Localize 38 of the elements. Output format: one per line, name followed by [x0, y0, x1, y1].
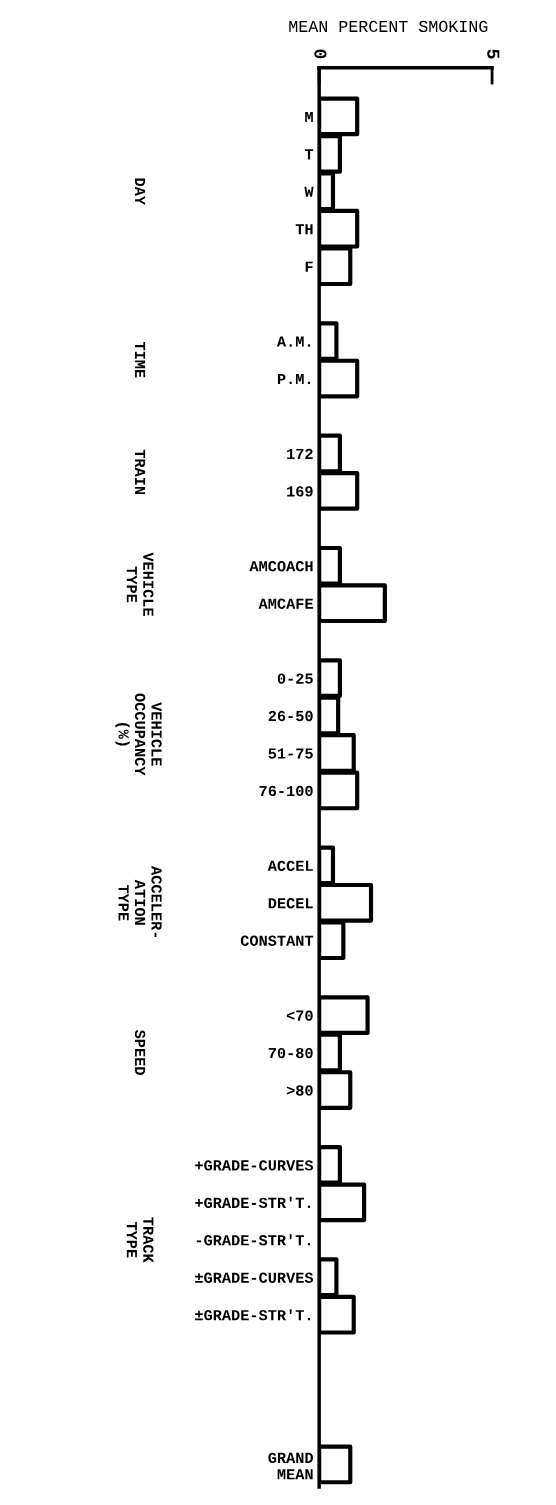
y-tick-label: >80 — [286, 1085, 313, 1096]
y-tick-label: CONSTANT — [240, 935, 314, 946]
x-tick-label: 0 — [314, 49, 327, 59]
y-tick-label: -GRADE-STR'T. — [196, 1234, 311, 1246]
y-tick-label: GRAND MEAN — [268, 1452, 313, 1480]
y-tick-label: TH — [295, 224, 313, 235]
text: ACCELER- ATION TYPE — [118, 866, 162, 938]
y-tick-label: 26-50 — [268, 710, 313, 722]
text: TRAIN — [135, 449, 146, 495]
y-tick-label: ±GRADE-STR'T. — [195, 1309, 311, 1321]
y-tick-label: ACCEL — [267, 860, 313, 872]
y-tick-label: M — [305, 111, 313, 122]
y-tick-label: ±GRADE-CURVES — [195, 1272, 314, 1283]
y-tick-label: P.M. — [277, 374, 311, 385]
text: SPEED — [134, 1029, 146, 1075]
y-tick-label: 51-75 — [268, 748, 313, 759]
y-tick-label: 169 — [287, 486, 313, 497]
y-tick-label: DECEL — [268, 898, 313, 909]
y-tick-label: A.M. — [276, 336, 311, 347]
text: VEHICLE TYPE — [126, 552, 154, 616]
y-tick-label: +GRADE-CURVES — [195, 1160, 314, 1171]
x-axis-title: MEAN PERCENT SMOKING — [289, 20, 488, 33]
y-tick-label: 172 — [287, 448, 313, 459]
text: DAY — [135, 178, 146, 206]
text: VEHICLE OCCUPANCY (%) — [115, 693, 162, 776]
y-tick-label: T — [304, 149, 314, 160]
y-tick-label: F — [305, 261, 313, 272]
y-tick-label: 70-80 — [268, 1047, 313, 1059]
y-tick-label: W — [304, 186, 314, 197]
x-tick-label: 5 — [487, 49, 500, 59]
y-tick-label: AMCOACH — [249, 561, 313, 572]
y-tick-label: <70 — [286, 1010, 313, 1021]
text: TIME — [135, 341, 146, 378]
text: TRACK TYPE — [126, 1217, 154, 1263]
y-tick-label: 0-25 — [277, 673, 313, 684]
y-tick-label: +GRADE-STR'T. — [195, 1196, 311, 1209]
y-tick-label: 76-100 — [259, 785, 313, 797]
y-tick-label: AMCAFE — [258, 598, 313, 609]
